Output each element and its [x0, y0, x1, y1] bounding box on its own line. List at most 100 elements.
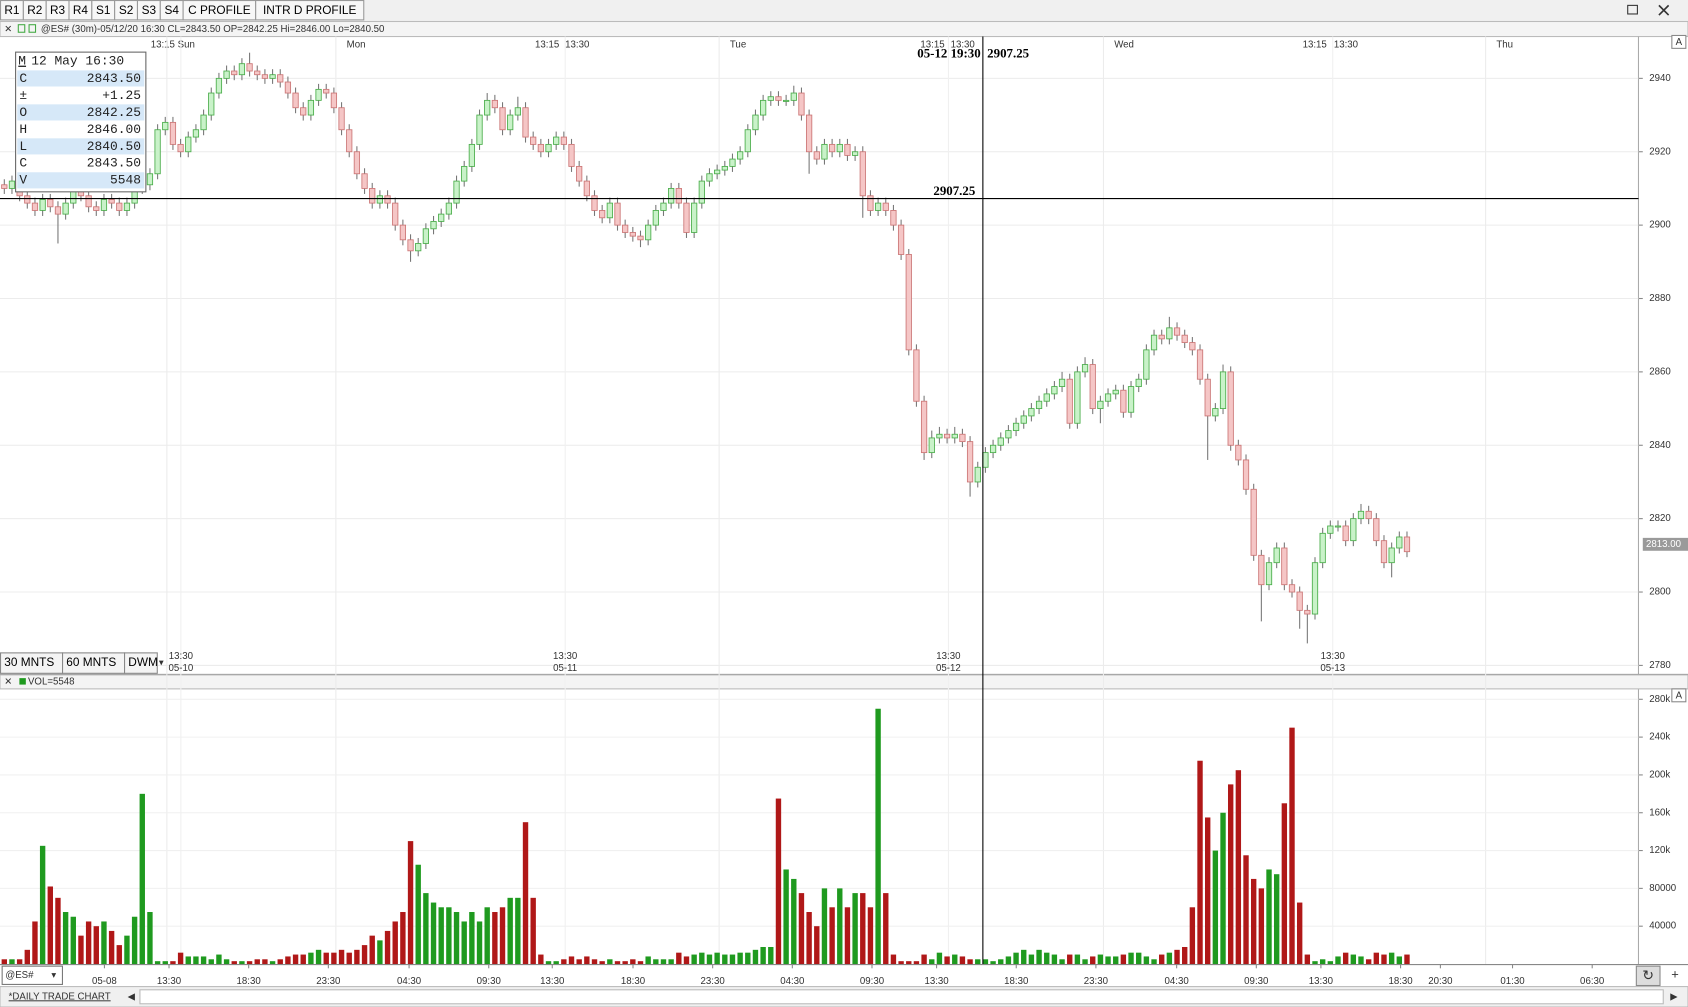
auto-scale-btn[interactable] — [1671, 34, 1687, 49]
candle-body — [1204, 378, 1211, 417]
candle-body — [430, 221, 437, 230]
volume-bar — [1028, 954, 1035, 965]
volume-bar — [990, 961, 996, 965]
top-time-label: Thu — [1496, 40, 1513, 51]
x-tick-label: 09:30 — [860, 976, 884, 987]
close-pane[interactable]: ✕ — [4, 676, 12, 687]
volume-bar — [890, 954, 897, 965]
timeframe-dropdown[interactable]: ▾ — [159, 658, 164, 669]
candle-body — [982, 452, 989, 468]
volume-bar — [231, 961, 237, 965]
candle-body — [399, 224, 407, 241]
x-tick-label: 18:30 — [1004, 976, 1028, 987]
volume-bar — [93, 926, 99, 965]
volume-bar — [1250, 878, 1257, 965]
candle-body — [116, 202, 123, 211]
volume-bar — [262, 959, 268, 965]
top-time-label: 13:30 — [951, 40, 975, 51]
top-time-label: 13:30 — [1334, 40, 1358, 51]
volume-bar — [154, 961, 161, 965]
candle-body — [185, 136, 192, 153]
volume-bar — [78, 935, 84, 965]
volume-bar — [338, 949, 345, 965]
zoom-in[interactable]: + — [1671, 967, 1679, 982]
scroll-right[interactable]: ▶ — [1670, 991, 1678, 1002]
volume-bar — [1396, 956, 1403, 965]
candle-body — [323, 88, 330, 94]
x-tick-label: 04:30 — [780, 976, 804, 987]
x-tick-label: 05-08 — [92, 976, 117, 987]
volume-bar — [1151, 959, 1157, 965]
y-tick-label: 120k — [1649, 845, 1670, 856]
restore-icon[interactable] — [1627, 4, 1638, 15]
candle-body — [514, 107, 521, 116]
data-window-key: C — [19, 71, 27, 86]
volume-bar — [1074, 954, 1081, 965]
symbol-select[interactable] — [1, 965, 63, 985]
volume-bar — [683, 956, 690, 965]
x-tick-label: 13:30 — [924, 976, 948, 987]
dropdown-arrow: ▾ — [51, 970, 56, 981]
close-icon[interactable] — [1658, 4, 1670, 16]
scroll-left[interactable]: ◀ — [128, 991, 136, 1002]
candle-body — [851, 151, 859, 156]
candle-body — [614, 202, 621, 226]
y-tick-label: 80000 — [1649, 883, 1676, 894]
volume-bar — [277, 959, 283, 965]
top-time-label: Sun — [178, 40, 195, 51]
candle-body — [714, 169, 721, 175]
volume-bar — [24, 949, 30, 965]
candle-body — [1273, 547, 1280, 564]
data-window-key: H — [19, 122, 27, 137]
refresh-btn[interactable] — [1635, 965, 1661, 987]
auto-scale-btn[interactable] — [1671, 688, 1687, 703]
volume-bar — [699, 952, 705, 965]
x-tick-label: 20:30 — [1428, 976, 1452, 987]
candle-body — [1135, 378, 1142, 387]
candle-body — [1020, 415, 1027, 424]
volume-bar — [85, 921, 92, 965]
volume-bar — [285, 956, 291, 965]
y-tick-label: 2940 — [1649, 73, 1671, 84]
toolbar-button[interactable] — [255, 0, 365, 21]
toolbar-label: R4 — [73, 3, 89, 17]
volume-bar — [806, 912, 812, 965]
volume-bar — [844, 907, 851, 965]
volume-bar — [392, 921, 398, 965]
footer-tab[interactable]: *DAILY TRADE CHART — [9, 991, 111, 1002]
data-window-marker: M — [18, 54, 26, 69]
candle-body — [1212, 408, 1219, 417]
timeframe-button[interactable] — [124, 652, 158, 674]
y-tick-label: 2800 — [1649, 587, 1671, 598]
window-icons[interactable] — [1627, 4, 1670, 16]
scrollbar[interactable] — [139, 989, 1664, 1005]
volume-bar — [446, 907, 452, 965]
candle-body — [269, 74, 276, 79]
volume-bar — [1212, 850, 1219, 965]
volume-bar — [1051, 954, 1058, 965]
volume-bar — [308, 952, 314, 965]
volume-bar — [507, 897, 513, 965]
volume-bar — [469, 912, 475, 965]
y-tick-label: 2820 — [1649, 513, 1671, 524]
volume-bar — [1090, 956, 1096, 965]
close-pane[interactable]: ✕ — [4, 24, 12, 35]
candle-body — [1012, 422, 1020, 432]
session-time: 13:30 — [553, 651, 577, 662]
candle-body — [1342, 525, 1349, 542]
volume-bar — [898, 961, 904, 965]
candle-body — [752, 114, 759, 131]
volume-bar — [361, 945, 368, 965]
volume-bar — [1128, 952, 1134, 965]
candle-body — [1396, 536, 1403, 549]
candle-body — [146, 173, 154, 186]
volume-bar — [1067, 954, 1073, 965]
volume-bar — [1281, 803, 1288, 965]
y-tick-label: 2860 — [1649, 366, 1671, 377]
session-date: 05-12 — [936, 663, 961, 674]
candle-body — [767, 96, 774, 101]
volume-bar — [1159, 954, 1165, 965]
y-tick-label: 200k — [1649, 769, 1670, 780]
candle-body — [1296, 591, 1303, 611]
volume-bar — [821, 888, 828, 965]
